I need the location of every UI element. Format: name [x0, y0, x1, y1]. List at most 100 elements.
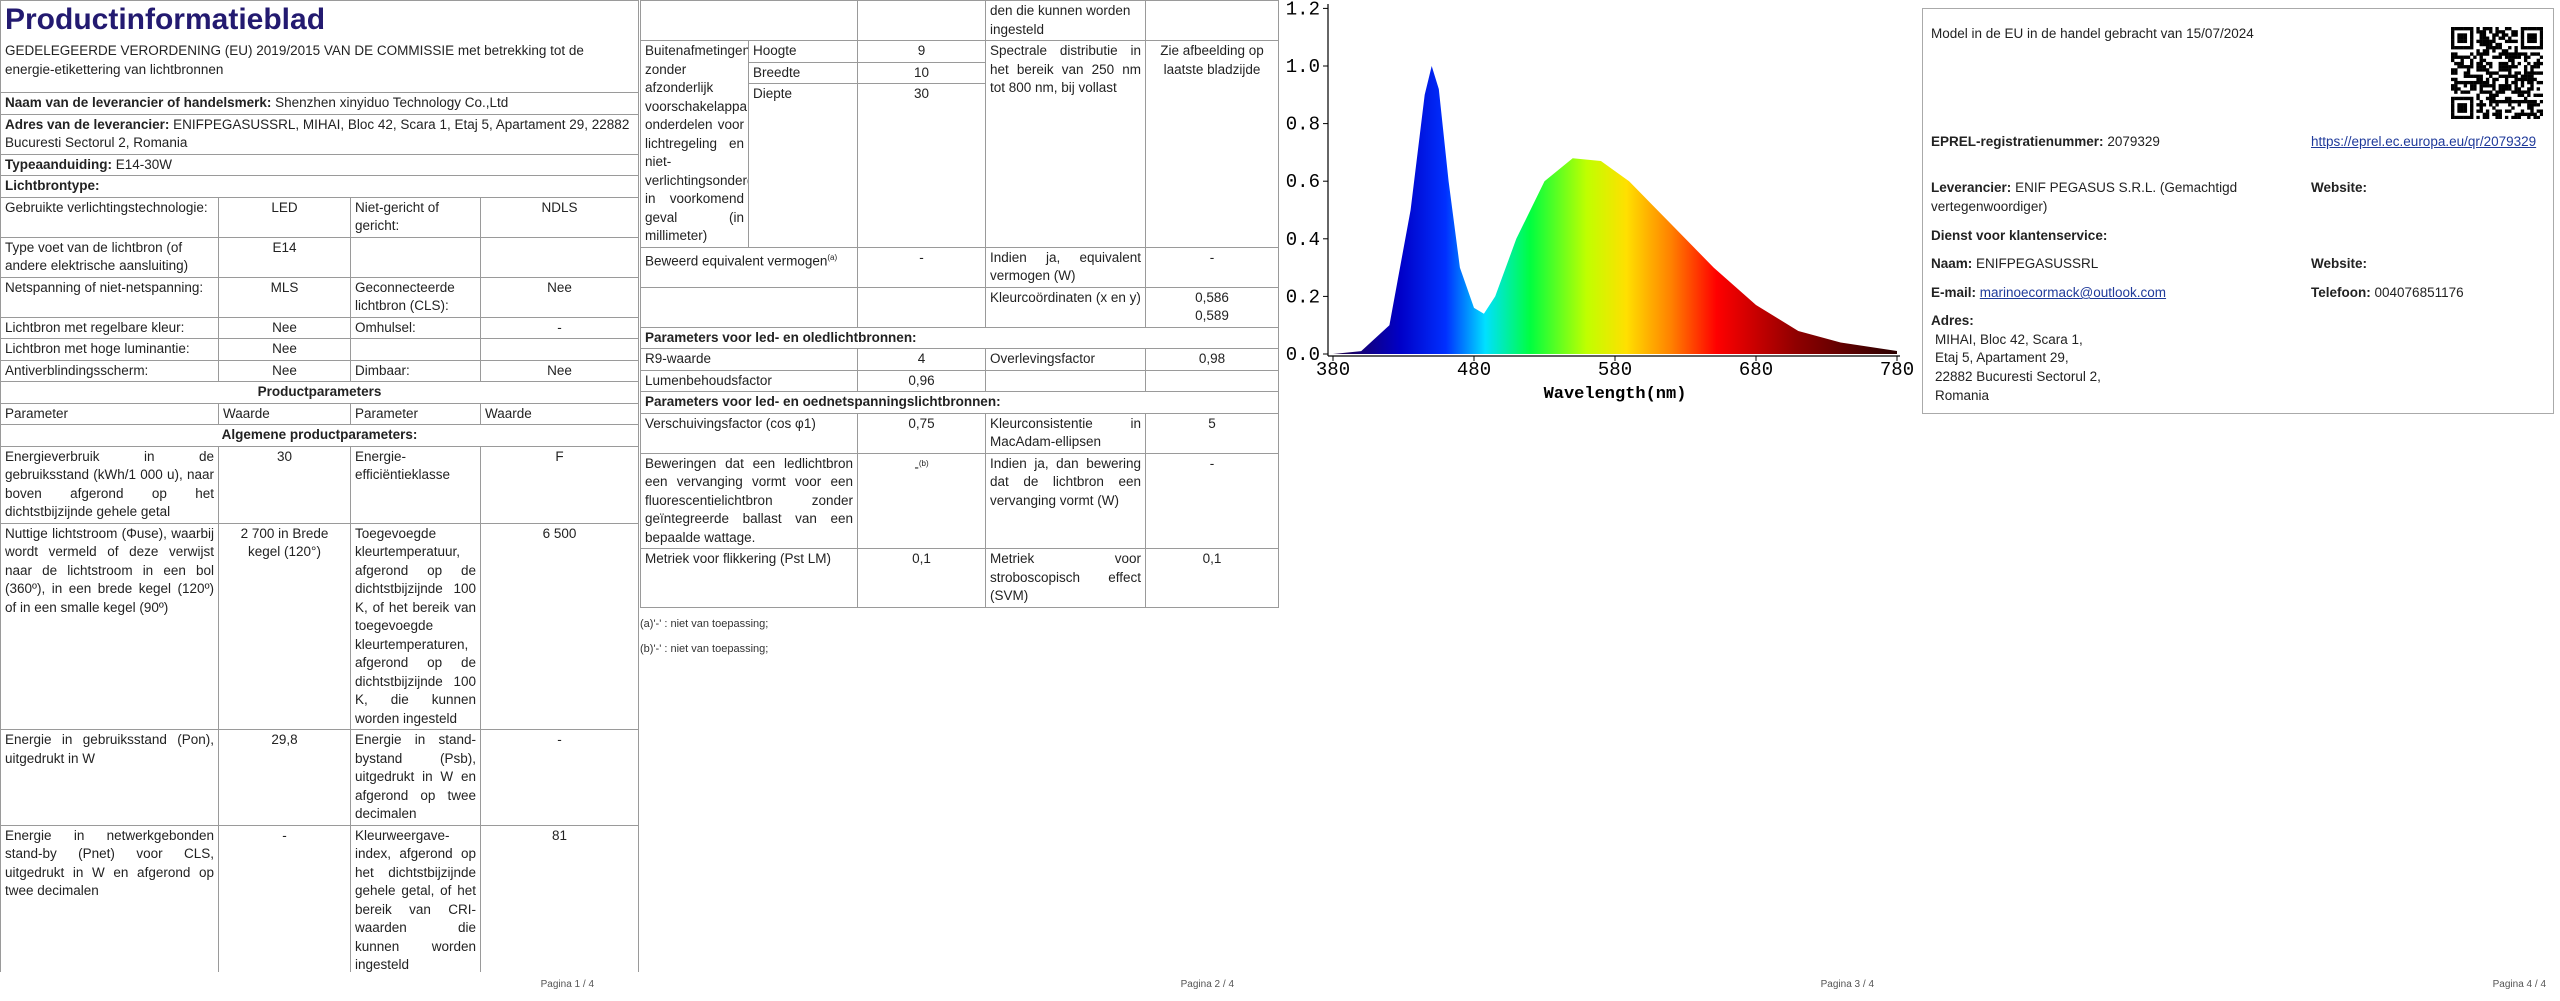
qr-module	[2517, 93, 2521, 97]
qr-module	[2498, 84, 2502, 88]
qr-module	[2473, 84, 2477, 88]
qr-module	[2454, 77, 2458, 82]
qr-module	[2492, 33, 2496, 37]
table-cell: Overlevingsfactor	[985, 348, 1146, 371]
table-cell: Beweerd equivalent vermogen(a)	[640, 246, 858, 288]
qr-module	[2466, 71, 2471, 75]
page-number: Pagina 4 / 4	[2492, 979, 2546, 990]
qr-module	[2485, 109, 2490, 113]
table-cell: Toegevoegde kleurtemperatuur, afgerond o…	[350, 522, 481, 730]
qr-module	[2460, 90, 2464, 94]
qr-module	[2511, 58, 2515, 63]
table-cell	[857, 0, 986, 41]
qr-module	[2492, 39, 2496, 44]
qr-module	[2485, 71, 2490, 75]
qr-module	[2523, 68, 2528, 72]
qr-module	[2485, 96, 2490, 101]
qr-module	[2482, 27, 2487, 31]
qr-module	[2517, 115, 2521, 119]
table-cell: Energie-efficiëntieklasse	[350, 445, 481, 524]
x-tick-label: 380	[1316, 359, 1350, 381]
text: Naam van de leverancier of handelsmerk:	[5, 95, 272, 110]
qr-module	[2460, 36, 2464, 40]
qr-module	[2498, 99, 2502, 104]
qr-module	[2479, 77, 2483, 82]
table-row: Adres van de leverancier: ENIFPEGASUSSRL…	[0, 113, 640, 155]
qr-module	[2530, 84, 2534, 88]
qr-module	[2508, 109, 2512, 113]
table-cell: -	[1145, 246, 1279, 288]
table-cell: LED	[218, 196, 351, 238]
qr-module	[2460, 109, 2464, 113]
qr-module	[2479, 55, 2483, 59]
table-cell: F	[479, 445, 640, 524]
qr-module	[2508, 103, 2512, 107]
qr-module	[2457, 33, 2461, 37]
qr-module	[2536, 103, 2541, 107]
qr-module	[2470, 74, 2474, 78]
qr-module	[2460, 61, 2464, 66]
x-tick-label: 480	[1457, 359, 1491, 381]
table-cell: Productparameters	[0, 381, 640, 404]
qr-module	[2470, 103, 2474, 107]
page-1: Productinformatieblad GEDELEGEERDE VEROR…	[0, 0, 640, 1001]
qr-module	[2482, 52, 2487, 56]
qr-module	[2514, 90, 2518, 94]
qr-module	[2470, 65, 2474, 69]
table-cell	[640, 286, 858, 328]
qr-module	[2539, 36, 2543, 40]
qr-module	[2508, 58, 2512, 63]
qr-module	[2539, 27, 2543, 31]
text: (a)	[827, 252, 838, 262]
table-row: Beweringen dat een ledlichtbron een verv…	[640, 452, 1279, 549]
table-cell: 10	[857, 61, 986, 84]
qr-module	[2485, 77, 2490, 82]
qr-module	[2520, 109, 2525, 113]
qr-module	[2539, 55, 2543, 59]
qr-module	[2457, 106, 2461, 110]
qr-module	[2501, 30, 2506, 34]
qr-module	[2482, 49, 2487, 53]
qr-module	[2501, 84, 2506, 88]
qr-module	[2511, 39, 2515, 44]
table-cell: Metriek voor flikkering (Pst LM)	[640, 548, 858, 608]
qr-module	[2514, 30, 2518, 34]
table-row: Type voet van de lichtbron (of andere el…	[0, 236, 640, 278]
qr-module	[2476, 96, 2480, 101]
qr-module	[2451, 115, 2455, 119]
table-cell: 0,98	[1145, 348, 1279, 371]
text: Telefoon:	[2311, 285, 2371, 300]
qr-module	[2479, 58, 2483, 63]
qr-module	[2498, 46, 2502, 50]
qr-module	[2530, 65, 2534, 69]
qr-module	[2533, 39, 2537, 44]
page-number: Pagina 3 / 4	[1820, 979, 1874, 990]
table-cell	[479, 236, 640, 278]
text: Typeaanduiding:	[5, 156, 112, 172]
table-cell: Type voet van de lichtbron (of andere el…	[0, 236, 219, 278]
qr-module	[2511, 99, 2515, 104]
qr-module	[2517, 71, 2521, 75]
qr-module	[2520, 39, 2525, 44]
qr-module	[2454, 80, 2458, 85]
eprel-link[interactable]: https://eprel.ec.europa.eu/qr/2079329	[2311, 134, 2537, 149]
qr-module	[2527, 93, 2531, 97]
qr-module	[2527, 36, 2531, 40]
qr-module	[2457, 65, 2461, 69]
qr-module	[2527, 87, 2531, 91]
qr-module	[2539, 30, 2543, 34]
table-cell: Verschuivingsfactor (cos φ1)	[640, 412, 858, 454]
table-cell: -	[857, 246, 986, 288]
table-row: Productparameters	[0, 381, 640, 404]
notes: (a)'-' : niet van toepassing; (b)'-' : n…	[640, 612, 1280, 662]
qr-module	[2530, 36, 2534, 40]
email-link[interactable]: marinoecormack@outlook.com	[1979, 285, 2167, 300]
qr-module	[2511, 61, 2515, 66]
qr-module	[2514, 46, 2518, 50]
qr-module	[2495, 99, 2499, 104]
qr-module	[2495, 46, 2499, 50]
table-cell: Nee	[218, 316, 351, 339]
qr-module	[2470, 115, 2474, 119]
qr-module	[2530, 103, 2534, 107]
table-row: Naam van de leverancier of handelsmerk: …	[0, 92, 640, 115]
